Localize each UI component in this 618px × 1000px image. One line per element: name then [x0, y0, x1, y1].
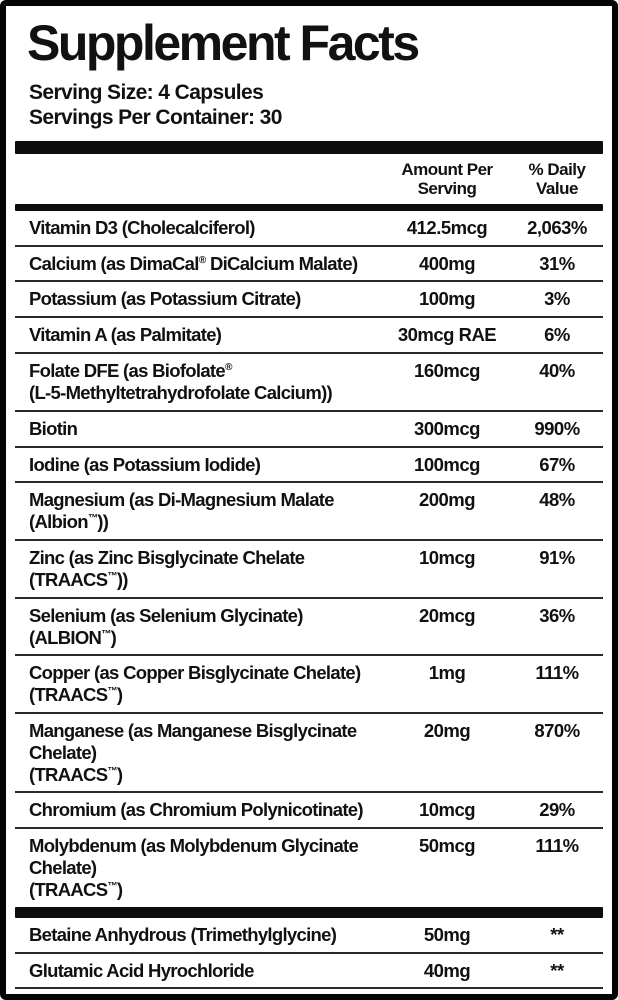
- nutrient-daily-value: **: [550, 959, 564, 981]
- table-row: Betaine Anhydrous (Trimethylglycine) 50m…: [15, 918, 603, 952]
- table-row: Selenium (as Selenium Glycinate) (ALBION…: [15, 596, 603, 655]
- nutrient-name: Chromium (as Chromium Polynicotinate): [29, 799, 364, 821]
- nutrient-amount: 400mg: [418, 252, 476, 274]
- table-row: Biotin 300mcg 990%: [15, 409, 603, 446]
- nutrient-amount: 300mcg: [414, 417, 480, 439]
- nutrient-name: Copper (as Copper Bisglycinate Chelate) …: [29, 662, 361, 706]
- nutrient-name: Selenium (as Selenium Glycinate) (ALBION…: [29, 604, 303, 648]
- nutrient-name: Molybdenum (as Molybdenum Glycinate Chel…: [29, 835, 359, 900]
- table-row: Manganese (as Manganese Bisglycinate Che…: [15, 712, 603, 791]
- nutrient-daily-value: 29%: [539, 799, 575, 821]
- nutrient-name: Magnesium (as Di-Magnesium Malate (Albio…: [29, 489, 335, 533]
- table-row: Molybdenum (as Molybdenum Glycinate Chel…: [15, 827, 603, 906]
- serving-size-text: Serving Size: 4 Capsules: [29, 81, 264, 104]
- table-row: Zinc (as Zinc Bisglycinate Chelate (TRAA…: [15, 539, 603, 597]
- nutrient-daily-value: 67%: [539, 453, 575, 475]
- nutrient-amount: 50mg: [423, 923, 471, 945]
- table-row: Iodine (as Potassium Iodide) 100mcg 67%: [15, 445, 603, 482]
- nutrient-amount: 200mg: [418, 489, 476, 511]
- table-row: Folate DFE (as Biofolate® (L-5-Methyltetr…: [15, 352, 603, 410]
- nutrient-name: Potassium (as Potassium Citrate): [29, 288, 301, 310]
- nutrient-amount: 20mcg: [418, 604, 476, 626]
- nutrient-name: Zinc (as Zinc Bisglycinate Chelate (TRAA…: [29, 547, 305, 590]
- nutrient-daily-value: **: [511, 995, 603, 1000]
- nutrient-amount: 412.5mcg: [406, 216, 488, 238]
- nutrient-daily-value: 111%: [535, 835, 579, 857]
- nutrient-amount: 10mcg: [418, 799, 476, 821]
- table-row: Chromium (as Chromium Polynicotinate) 10…: [15, 791, 603, 827]
- nutrient-daily-value: 40%: [539, 360, 575, 382]
- nutrient-name: Boron (as Bororganic Glycine) (Albion™): [15, 995, 383, 1000]
- nutrient-daily-value: 6%: [544, 324, 570, 346]
- nutrient-name: Iodine (as Potassium Iodide): [29, 453, 261, 475]
- divider-bar-middle: [15, 906, 603, 918]
- table-row: Vitamin D3 (Cholecalciferol) 412.5mcg 2,…: [15, 211, 603, 245]
- nutrient-name: Manganese (as Manganese Bisglycinate Che…: [29, 720, 357, 785]
- column-header-daily-value: % Daily Value: [528, 160, 586, 199]
- nutrient-amount: 40mg: [423, 959, 471, 981]
- table-row: Boron (as Bororganic Glycine) (Albion™) …: [15, 987, 603, 1000]
- column-header-row: Amount Per Serving % Daily Value: [15, 154, 603, 203]
- nutrient-daily-value: 870%: [534, 720, 580, 741]
- nutrient-rows-main: Vitamin D3 (Cholecalciferol) 412.5mcg 2,…: [15, 211, 603, 907]
- table-row: Magnesium (as Di-Magnesium Malate (Albio…: [15, 481, 603, 539]
- nutrient-amount: 20mg: [423, 720, 471, 741]
- nutrient-name: Folate DFE (as Biofolate® (L-5-Methyltetr…: [29, 360, 333, 403]
- table-row: Calcium (as DimaCal® DiCalcium Malate) 4…: [15, 244, 603, 281]
- nutrient-name: Glutamic Acid Hyrochloride: [29, 959, 254, 981]
- nutrient-rows-other: Betaine Anhydrous (Trimethylglycine) 50m…: [15, 918, 603, 1000]
- nutrient-daily-value: 2,063%: [527, 216, 587, 238]
- nutrient-daily-value: 91%: [539, 547, 575, 569]
- nutrient-daily-value: 3%: [544, 288, 570, 310]
- table-row: Glutamic Acid Hyrochloride 40mg **: [15, 951, 603, 988]
- nutrient-name: Vitamin A (as Palmitate): [29, 324, 222, 346]
- nutrient-name: Betaine Anhydrous (Trimethylglycine): [29, 923, 337, 945]
- nutrient-name: Biotin: [29, 417, 78, 439]
- nutrient-amount: 30mcg RAE: [397, 324, 497, 346]
- table-row: Copper (as Copper Bisglycinate Chelate) …: [15, 654, 603, 712]
- divider-bar-top: [15, 141, 603, 155]
- nutrient-name: Vitamin D3 (Cholecalciferol): [29, 216, 255, 238]
- divider-bar-header: [15, 203, 603, 211]
- nutrient-daily-value: **: [550, 923, 564, 945]
- servings-per-container-text: Servings Per Container: 30: [29, 106, 282, 130]
- nutrient-daily-value: 31%: [539, 252, 575, 274]
- nutrient-amount: 160mcg: [414, 360, 480, 382]
- nutrient-amount: 1mg: [428, 662, 466, 684]
- nutrient-amount: 10mcg: [418, 547, 476, 569]
- page-title: Supplement Facts: [27, 15, 420, 71]
- nutrient-daily-value: 36%: [539, 604, 575, 626]
- nutrient-name: Calcium (as DimaCal® DiCalcium Malate): [29, 252, 358, 274]
- nutrient-daily-value: 48%: [539, 489, 575, 511]
- table-row: Vitamin A (as Palmitate) 30mcg RAE 6%: [15, 316, 603, 352]
- nutrient-daily-value: 111%: [535, 662, 579, 684]
- nutrient-amount: 50mcg: [383, 995, 511, 1000]
- table-row: Potassium (as Potassium Citrate) 100mg 3…: [15, 280, 603, 316]
- column-header-amount: Amount Per Serving: [401, 160, 493, 199]
- nutrient-amount: 50mcg: [418, 835, 476, 857]
- nutrient-amount: 100mcg: [414, 453, 480, 475]
- nutrient-daily-value: 990%: [534, 417, 580, 439]
- nutrient-amount: 100mg: [418, 288, 476, 310]
